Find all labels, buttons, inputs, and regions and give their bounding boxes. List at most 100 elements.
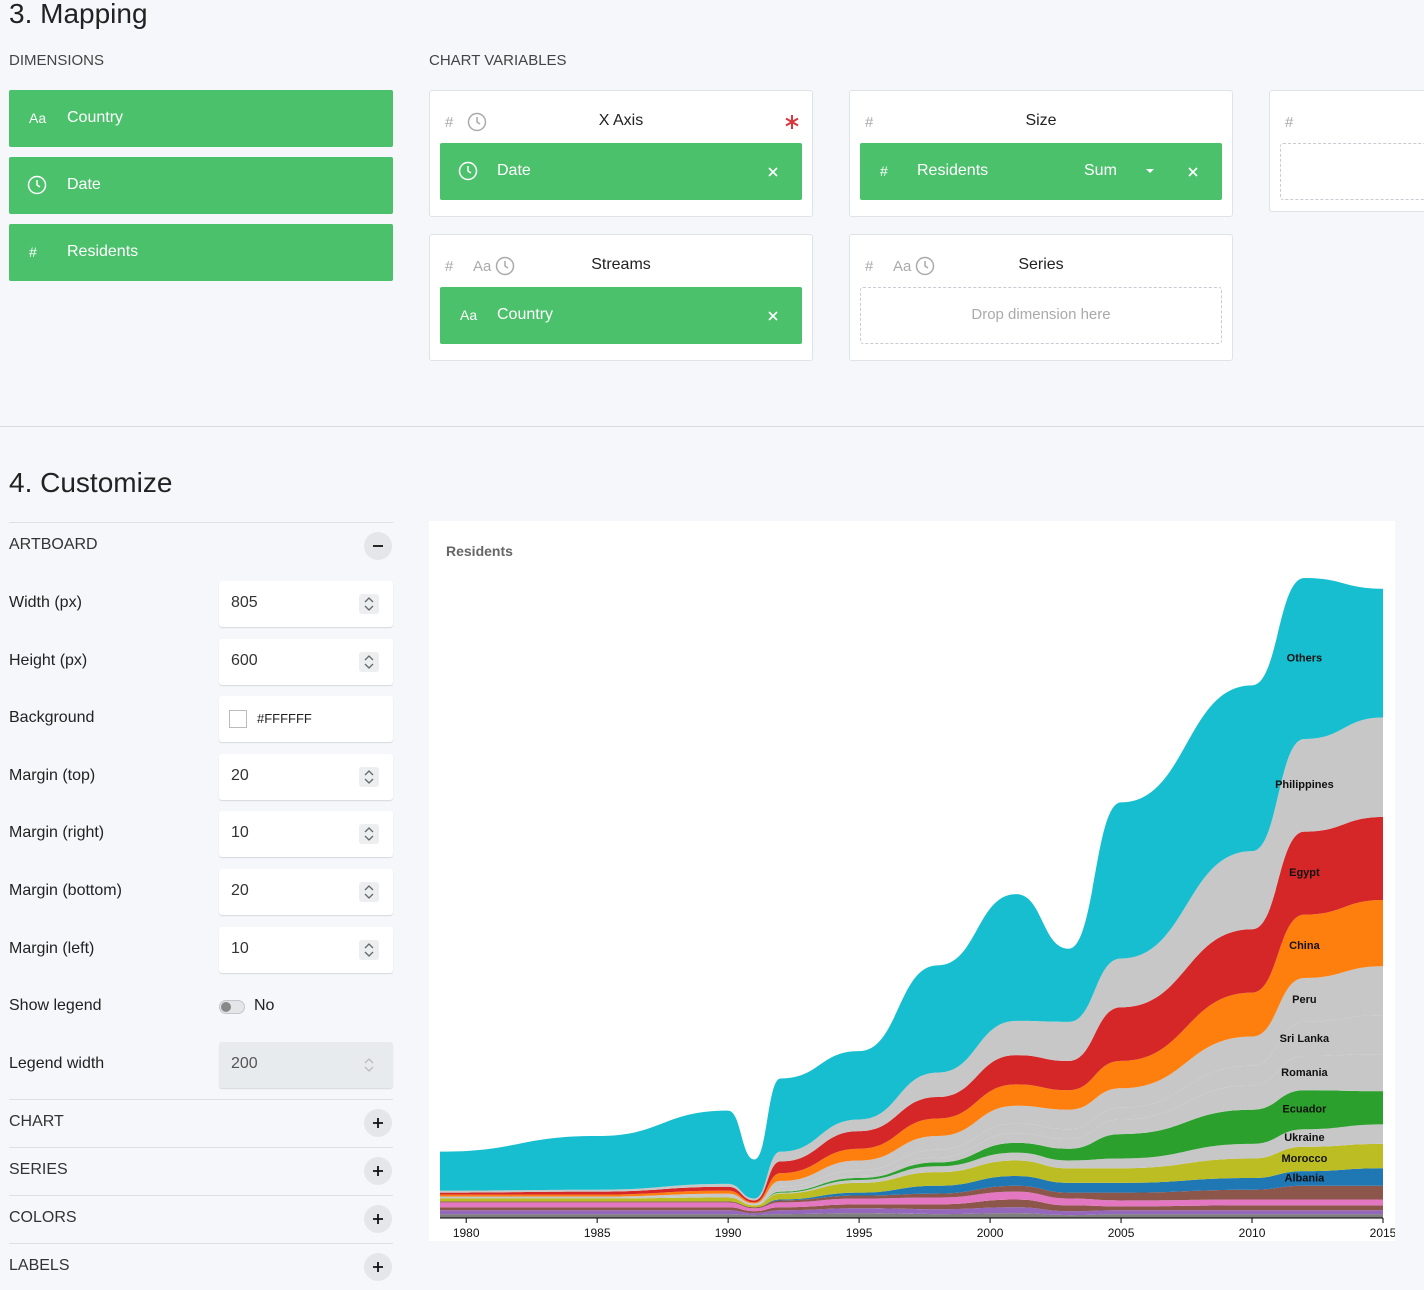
card-title: Series	[1018, 256, 1064, 273]
icon	[458, 161, 478, 181]
icon	[373, 545, 383, 547]
input[interactable]: 10	[219, 926, 393, 973]
dimension-name: Date	[67, 176, 101, 193]
close-icon	[768, 167, 778, 177]
icon	[768, 167, 778, 177]
stream	[440, 1168, 1383, 1208]
close-icon	[1188, 167, 1198, 177]
input[interactable]: #FFFFFF	[219, 696, 393, 743]
type-icon: Aa	[29, 110, 47, 126]
section-toggle[interactable]	[364, 1109, 392, 1137]
type-icon: Aa	[893, 258, 912, 275]
section-toggle[interactable]	[364, 532, 392, 560]
icon	[495, 256, 515, 276]
input[interactable]: 20	[219, 753, 393, 800]
spinner-icon	[364, 597, 374, 611]
variable-card: # Size # Residents Sum	[849, 90, 1233, 217]
stream	[440, 1185, 1383, 1209]
icon	[364, 769, 374, 784]
spinner[interactable]	[359, 824, 379, 845]
toggle-knob	[221, 1002, 231, 1013]
type-icon: #	[865, 258, 874, 275]
variable-card: # Drop	[1269, 90, 1424, 212]
input[interactable]: 10	[219, 811, 393, 858]
field-label: Show legend	[9, 997, 102, 1015]
dimension-item[interactable]: Date	[9, 157, 393, 214]
item-name: Country	[497, 306, 554, 323]
icon	[467, 112, 487, 132]
spinner[interactable]	[359, 594, 379, 614]
placeholder: Drop	[1281, 162, 1424, 179]
spinner[interactable]	[359, 939, 379, 960]
spinner-icon	[364, 654, 374, 669]
icon	[785, 115, 799, 129]
stream	[440, 1199, 1383, 1214]
stream	[440, 1207, 1383, 1216]
aggregation[interactable]: Sum	[1084, 162, 1117, 179]
caret	[1146, 169, 1154, 173]
icon	[364, 1057, 374, 1072]
field-label: Width (px)	[9, 594, 82, 611]
section-toggle[interactable]	[364, 1157, 392, 1185]
input[interactable]: 600	[219, 638, 393, 685]
dimension-item[interactable]: # Residents	[9, 224, 393, 281]
stream-label: Peru	[1292, 994, 1316, 1006]
icon	[373, 1262, 383, 1272]
section-title: 3. Mapping	[9, 0, 148, 29]
variable-item[interactable]: Aa Country	[440, 287, 802, 344]
spinner-icon	[364, 942, 374, 957]
stream	[440, 817, 1383, 1203]
separator	[9, 1243, 393, 1244]
dimension-item[interactable]: Aa Country	[9, 90, 393, 147]
section-toggle[interactable]	[364, 1205, 392, 1233]
stream-label: Ukraine	[1284, 1132, 1324, 1144]
stream	[440, 578, 1383, 1199]
spinner[interactable]	[359, 882, 379, 902]
spinner[interactable]	[359, 766, 379, 787]
variable-item[interactable]: # Residents Sum	[860, 143, 1222, 200]
x-tick-label: 1980	[453, 1226, 480, 1240]
field-label: Background	[9, 709, 95, 727]
input[interactable]: 805	[219, 581, 393, 627]
spinner[interactable]	[359, 651, 379, 672]
expand-icon	[373, 1262, 383, 1272]
dimension-name: Residents	[67, 243, 139, 260]
icon	[373, 1118, 383, 1128]
card-title: Size	[1025, 112, 1057, 129]
icon	[1146, 169, 1154, 173]
stream-label: Egypt	[1289, 867, 1320, 879]
toggle[interactable]	[219, 1000, 245, 1015]
section-title: CHART	[9, 1113, 64, 1130]
x-tick-label: 2010	[1239, 1226, 1266, 1240]
input-value: #FFFFFF	[257, 711, 312, 727]
input-value: 600	[231, 651, 258, 669]
x-tick-label: 1990	[715, 1226, 742, 1240]
input: 200	[219, 1041, 393, 1088]
clock-face	[495, 256, 515, 276]
card-title: X Axis	[598, 112, 644, 129]
x-tick-label: 1995	[846, 1226, 873, 1240]
stream-label: Morocco	[1281, 1153, 1327, 1165]
variable-item[interactable]: Date	[440, 143, 802, 200]
icon	[364, 885, 374, 899]
drop-zone: Drop dimension here	[860, 287, 1222, 344]
spinner-icon	[364, 885, 374, 899]
toggle-value: No	[254, 997, 275, 1015]
stream	[440, 1015, 1383, 1206]
field-label: Margin (top)	[9, 766, 96, 784]
section-title: 4. Customize	[9, 467, 173, 498]
input-value: 20	[231, 766, 249, 784]
separator	[9, 1195, 393, 1196]
field-label: Margin (bottom)	[9, 882, 122, 899]
stream	[440, 899, 1383, 1204]
type-icon: #	[29, 244, 37, 260]
icon	[364, 654, 374, 669]
type-icon: Aa	[460, 307, 478, 323]
section-toggle[interactable]	[364, 1253, 392, 1281]
x-tick-label: 2005	[1108, 1226, 1135, 1240]
input[interactable]: 20	[219, 869, 393, 915]
field-label: Legend width	[9, 1054, 105, 1072]
divider	[0, 426, 1424, 427]
clock-face	[467, 112, 487, 132]
section-title: ARTBOARD	[9, 536, 98, 553]
